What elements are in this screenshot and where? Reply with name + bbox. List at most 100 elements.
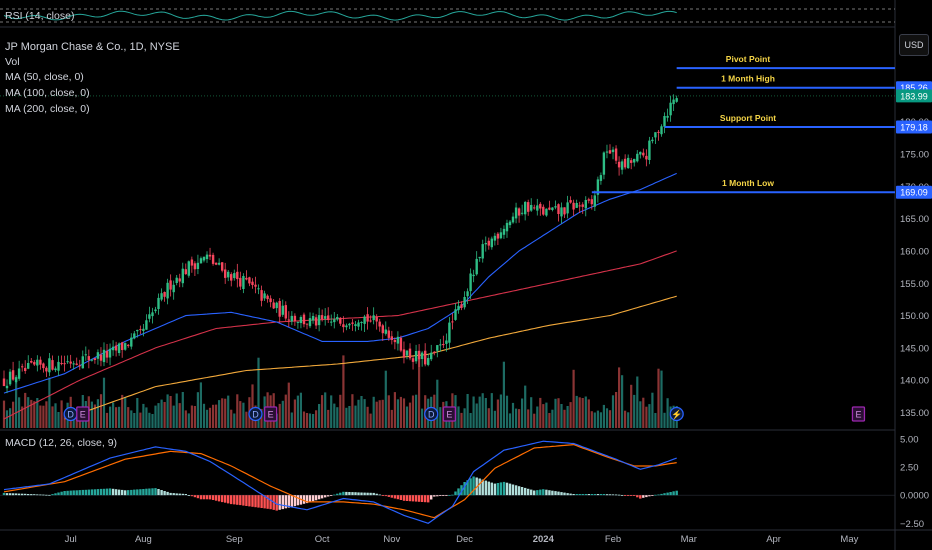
candle [636,150,639,163]
macd-histogram-bar [411,495,415,502]
candle [505,219,509,238]
candle [202,256,206,263]
candle [381,323,384,341]
macd-histogram-bar [105,488,109,496]
candle [327,307,330,323]
candle [657,130,660,141]
macd-histogram-bar [87,489,90,496]
earnings-marker[interactable]: E [851,406,866,422]
volume-bar [502,361,505,428]
volume-bar [569,402,572,428]
volume-bar [139,412,142,428]
volume-bar [357,399,360,428]
candle-body [93,358,97,360]
dividend-marker[interactable]: D [63,406,78,422]
volume-bar [463,408,466,428]
candle-body [324,316,327,319]
volume-bar [33,401,36,428]
candle-body [490,238,493,248]
candle [651,137,654,144]
dividend-marker[interactable]: D [424,406,439,422]
volume-bar [109,406,112,428]
earnings-marker[interactable]: E [442,406,457,422]
volume-bar [175,393,178,428]
macd-histogram-bar [614,494,618,496]
candle-body [302,314,306,325]
candle [420,351,424,367]
candle-body [393,340,397,343]
candle [517,207,521,223]
candle-body [69,361,72,364]
time-axis-tick: Aug [135,534,152,545]
macd-histogram [2,476,678,511]
macd-histogram-bar [660,493,663,496]
candle-body [627,157,630,169]
currency-button[interactable]: USD [899,34,929,56]
candle [548,200,551,211]
candle-body [263,293,266,299]
macd-axis-tick: −2.50 [900,519,924,530]
macd-histogram-bar [148,488,151,496]
volume-bar [145,407,148,428]
event-marker-label: D [67,410,74,420]
macd-histogram-bar [227,495,230,504]
candle-body [666,115,669,118]
volume-bar [178,403,181,428]
candle [11,361,15,381]
candle-body [63,363,66,365]
candle-body [75,363,78,365]
dividend-marker[interactable]: ⚡ [669,406,684,422]
candle-body [272,302,275,309]
candle-body [499,232,503,239]
macd-histogram-bar [175,493,178,496]
macd-histogram-bar [484,480,487,496]
candle [48,353,51,377]
candle-body [311,316,315,321]
candle-body [487,240,490,246]
ma200-line [64,295,677,420]
time-axis-tick: Oct [315,534,330,545]
volume-bar [321,395,324,428]
candle [463,291,466,310]
macd-histogram-bar [320,495,324,499]
candle-body [269,298,272,303]
macd-histogram-bar [5,493,9,496]
macd-histogram-bar [469,478,472,496]
candle-body [175,277,178,283]
candle [617,156,621,176]
candle-body [205,254,209,260]
candle-body [660,126,663,135]
candle [105,344,109,363]
candle-body [27,363,30,369]
candle-body [623,158,627,168]
macd-histogram-bar [187,495,190,496]
candle-body [539,203,542,209]
candle [442,335,445,348]
event-marker-label: E [268,410,274,420]
candle-body [411,358,415,362]
candle-body [254,284,257,287]
candle-body [536,205,539,211]
macd-histogram-bar [127,490,130,496]
support-point-price-tag: 179.18 [896,120,932,134]
dividend-marker[interactable]: D [248,406,263,422]
macd-histogram-bar [472,476,475,496]
candle [451,313,454,330]
macd-histogram-bar [117,489,121,496]
macd-histogram-bar [260,495,263,508]
volume-bar [521,398,524,428]
earnings-marker[interactable]: E [263,406,278,422]
volume-bar [615,392,618,428]
candle-body [639,151,642,155]
candle-body [451,321,454,323]
candle [199,256,203,264]
earnings-marker[interactable]: E [76,406,90,422]
candle [39,356,42,370]
candle [436,345,439,358]
candle [224,262,227,284]
candle [317,307,321,332]
candle [81,350,84,369]
candle [654,132,657,144]
macd-histogram-bar [308,495,312,503]
